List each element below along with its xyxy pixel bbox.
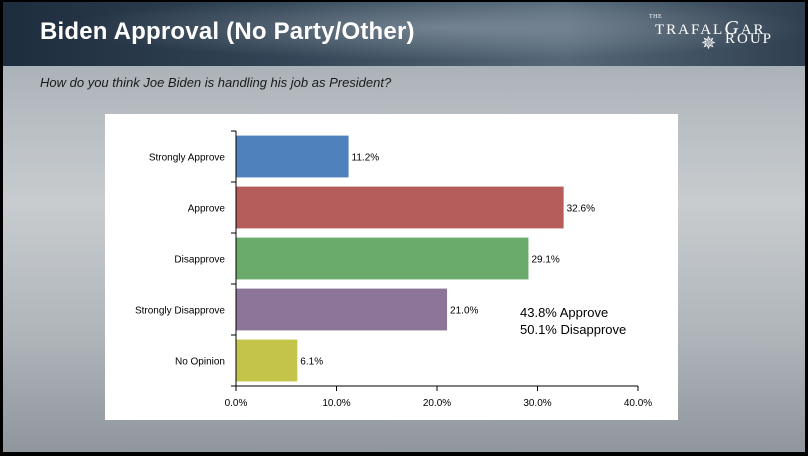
logo-the: THE xyxy=(649,14,663,20)
data-label-2: 29.1% xyxy=(531,255,559,266)
data-label-4: 6.1% xyxy=(300,357,323,368)
bar-2 xyxy=(236,237,529,280)
category-label-1: Approve xyxy=(188,204,226,215)
category-label-2: Disapprove xyxy=(174,255,225,266)
x-tick-label-3: 30.0% xyxy=(523,398,551,409)
x-tick-label-4: 40.0% xyxy=(624,398,652,409)
disapprove-summary: 50.1% Disapprove xyxy=(520,322,627,337)
trafalgar-group-logo: THE TRAFALGAR ✵ ROUP xyxy=(643,14,783,54)
slide-title: Biden Approval (No Party/Other) xyxy=(40,18,415,45)
x-tick-label-0: 0.0% xyxy=(225,398,248,409)
x-tick-label-1: 10.0% xyxy=(322,398,350,409)
approve-summary: 43.8% Approve xyxy=(520,305,609,320)
bar-4 xyxy=(236,339,298,382)
data-label-0: 11.2% xyxy=(352,153,380,164)
data-label-1: 32.6% xyxy=(567,204,595,215)
x-tick-label-2: 20.0% xyxy=(423,398,451,409)
bar-1 xyxy=(236,186,564,229)
logo-line2: ROUP xyxy=(725,31,774,47)
survey-question: How do you think Joe Biden is handling h… xyxy=(40,75,392,90)
category-label-0: Strongly Approve xyxy=(149,153,226,164)
compass-star-icon: ✵ xyxy=(701,33,717,53)
bar-3 xyxy=(236,288,448,331)
category-label-4: No Opinion xyxy=(175,357,225,368)
slide: Biden Approval (No Party/Other) THE TRAF… xyxy=(3,2,805,452)
approval-bar-chart: 11.2% Strongly Approve 32.6% Approve 29.1% Di… xyxy=(135,130,652,409)
logo-line1: TRAFALGAR xyxy=(655,17,766,39)
chart-panel: 11.2% Strongly Approve 32.6% Approve 29.1% Di… xyxy=(105,114,678,420)
category-label-3: Strongly Disapprove xyxy=(135,306,225,317)
bar-0 xyxy=(236,135,349,178)
data-label-3: 21.0% xyxy=(450,306,478,317)
header-banner: Biden Approval (No Party/Other) THE TRAF… xyxy=(3,2,805,66)
